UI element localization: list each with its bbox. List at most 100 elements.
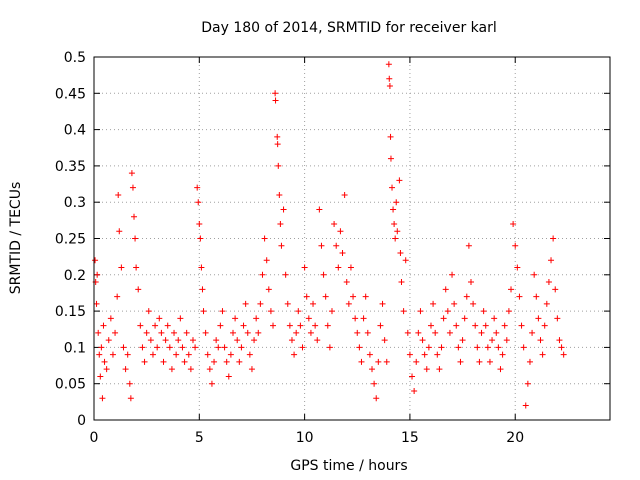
axes: 0 0.05 0.1 0.15 0.2 0.25 0.3 0.35 0.4 0.45 0.5 0 5 10… (55, 50, 610, 446)
data-point (425, 344, 432, 351)
data-point (139, 344, 146, 351)
y-tick-label: 0.45 (55, 86, 86, 102)
data-point (270, 322, 277, 329)
data-point (137, 322, 144, 329)
data-point (149, 351, 156, 358)
data-point (455, 344, 462, 351)
data-point (145, 308, 152, 315)
data-point (187, 366, 194, 373)
data-point (135, 286, 142, 293)
data-point (526, 358, 533, 365)
data-point (95, 329, 102, 336)
data-point (335, 264, 342, 271)
data-point (132, 235, 139, 242)
x-axis-label: GPS time / hours (290, 458, 407, 474)
data-point (360, 315, 367, 322)
data-point (284, 300, 291, 307)
data-point (162, 337, 169, 344)
data-point (97, 373, 104, 380)
data-point (215, 344, 222, 351)
data-point (394, 228, 401, 235)
data-point (508, 286, 515, 293)
data-point (202, 329, 209, 336)
data-point (331, 220, 338, 227)
data-point (453, 322, 460, 329)
data-point (126, 380, 133, 387)
data-point (198, 264, 205, 271)
y-tick-label: 0.05 (55, 377, 86, 393)
data-point (312, 322, 319, 329)
x-tick-label: 0 (90, 430, 99, 446)
data-point (333, 242, 340, 249)
data-point (152, 322, 159, 329)
data-point (457, 358, 464, 365)
data-point (489, 337, 496, 344)
data-point (417, 308, 424, 315)
data-point (99, 395, 106, 402)
data-point (115, 191, 122, 198)
y-tick-label: 0.25 (55, 232, 86, 248)
data-point (263, 257, 270, 264)
data-point (274, 141, 281, 148)
x-tick-label: 10 (296, 430, 314, 446)
data-point (463, 293, 470, 300)
data-point (288, 337, 295, 344)
data-point (185, 351, 192, 358)
data-point (275, 162, 282, 169)
data-point (406, 351, 413, 358)
data-point (337, 228, 344, 235)
data-point (383, 358, 390, 365)
data-point (430, 300, 437, 307)
data-point (482, 322, 489, 329)
data-point (326, 344, 333, 351)
data-point (343, 279, 350, 286)
x-tick-label: 20 (506, 430, 524, 446)
data-point (377, 322, 384, 329)
data-point (484, 344, 491, 351)
data-point (543, 300, 550, 307)
data-point (440, 315, 447, 322)
data-point (158, 329, 165, 336)
data-point (118, 264, 125, 271)
data-point (171, 329, 178, 336)
data-point (432, 329, 439, 336)
y-tick-label: 0.15 (55, 304, 86, 320)
data-point (257, 300, 264, 307)
data-point (345, 300, 352, 307)
data-point (387, 133, 394, 140)
data-point (427, 322, 434, 329)
data-point (93, 300, 100, 307)
data-point (444, 308, 451, 315)
data-point (434, 351, 441, 358)
data-point (446, 329, 453, 336)
data-point (400, 308, 407, 315)
data-point (122, 366, 129, 373)
data-point (381, 337, 388, 344)
data-point (168, 366, 175, 373)
data-point (531, 271, 538, 278)
data-point (141, 358, 148, 365)
data-point (552, 286, 559, 293)
data-point (324, 322, 331, 329)
data-point (274, 133, 281, 140)
data-point (362, 293, 369, 300)
data-point (259, 271, 266, 278)
data-point (251, 337, 258, 344)
y-tick-label: 0.3 (64, 195, 86, 211)
y-tick-label: 0.2 (64, 268, 86, 284)
data-point (244, 329, 251, 336)
data-point (522, 402, 529, 409)
data-point (436, 366, 443, 373)
data-point (411, 387, 418, 394)
data-point (197, 235, 204, 242)
data-point (386, 75, 393, 82)
data-point (240, 322, 247, 329)
x-tick-label: 5 (195, 430, 204, 446)
data-point (96, 351, 103, 358)
data-point (472, 322, 479, 329)
data-point (397, 250, 404, 257)
data-point (415, 329, 422, 336)
data-point (286, 322, 293, 329)
data-point (221, 344, 228, 351)
data-point (230, 329, 237, 336)
